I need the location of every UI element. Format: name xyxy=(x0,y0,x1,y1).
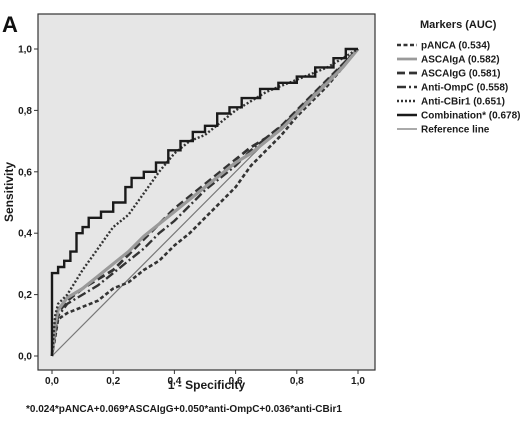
y-tick-label: 0,4 xyxy=(18,229,32,240)
legend-title: Markers (AUC) xyxy=(420,19,497,31)
series-ascaiga-line xyxy=(50,47,360,357)
legend-label: Combination* (0.678) xyxy=(421,111,520,122)
y-tick-label: 1,0 xyxy=(18,45,32,56)
x-tick-label: 0,0 xyxy=(45,376,59,387)
y-tick-label: 0,0 xyxy=(18,352,32,363)
y-tick-label: 0,8 xyxy=(18,106,32,117)
legend: pANCA (0.534) ASCAIgA (0.582) ASCAIgG (0.5… xyxy=(397,41,520,136)
x-tick-label: 0,2 xyxy=(106,376,120,387)
panel-letter: A xyxy=(2,12,18,37)
x-axis-title: 1 - Specificity xyxy=(168,378,246,392)
series-ascaigg-line xyxy=(50,48,359,357)
legend-label: Anti-OmpC (0.558) xyxy=(421,83,508,94)
x-tick-label: 0,4 xyxy=(167,376,181,387)
x-axis-ticks: 0,0 0,2 0,4 0,6 0,8 1,0 xyxy=(45,370,365,387)
legend-label: Anti-CBir1 (0.651) xyxy=(421,97,505,108)
x-tick-label: 0,6 xyxy=(229,376,243,387)
x-tick-label: 0,8 xyxy=(290,376,304,387)
legend-label: Reference line xyxy=(421,125,490,136)
series-panca-line xyxy=(50,48,359,357)
y-tick-label: 0,2 xyxy=(18,290,32,301)
x-tick-label: 1,0 xyxy=(351,376,365,387)
y-axis-ticks: 0,0 0,2 0,4 0,6 0,8 1,0 xyxy=(18,45,38,363)
series-layer xyxy=(50,47,360,357)
plot-area xyxy=(38,14,375,370)
legend-label: pANCA (0.534) xyxy=(421,41,490,52)
legend-label: ASCAIgA (0.582) xyxy=(421,55,500,66)
plot-frame xyxy=(37,13,376,371)
y-axis-title: Sensitivity xyxy=(2,162,16,222)
combination-formula: *0.024*pANCA+0.069*ASCAIgG+0.050*anti-Om… xyxy=(26,404,342,415)
y-tick-label: 0,6 xyxy=(18,167,32,178)
series-combination-line xyxy=(50,47,358,356)
legend-label: ASCAIgG (0.581) xyxy=(421,69,500,80)
